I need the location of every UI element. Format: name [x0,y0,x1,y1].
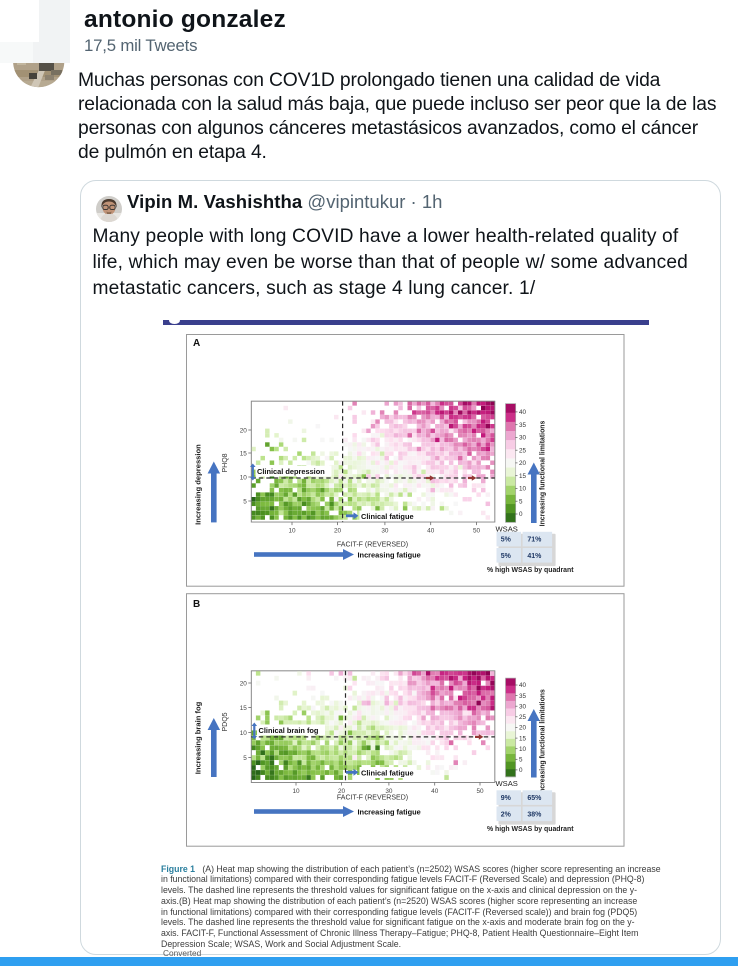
svg-text:5%: 5% [501,537,512,544]
svg-text:WSAS: WSAS [496,779,518,788]
svg-text:10: 10 [519,746,527,753]
svg-text:FACIT-F (REVERSED): FACIT-F (REVERSED) [337,542,408,549]
svg-text:10: 10 [288,528,296,535]
svg-text:WSAS: WSAS [496,525,518,534]
svg-text:Increasing functional limitati: Increasing functional limitations [540,689,547,795]
svg-text:PHQ8: PHQ8 [222,453,229,472]
svg-text:20: 20 [240,427,248,434]
svg-text:Increasing fatigue: Increasing fatigue [358,551,421,560]
svg-text:FACIT-F (REVERSED): FACIT-F (REVERSED) [337,795,408,802]
svg-text:% high WSAS by quadrant: % high WSAS by quadrant [487,567,574,574]
svg-text:0: 0 [519,511,523,518]
svg-text:30: 30 [385,788,393,795]
svg-text:2%: 2% [501,811,512,818]
svg-text:25: 25 [519,447,527,454]
svg-text:5: 5 [519,498,523,505]
svg-text:10: 10 [519,486,527,493]
svg-text:9%: 9% [501,795,512,802]
svg-text:5%: 5% [501,553,512,560]
svg-text:35: 35 [519,693,527,700]
svg-text:65%: 65% [527,795,542,802]
svg-text:20: 20 [240,680,248,687]
svg-text:20: 20 [334,528,342,535]
svg-text:20: 20 [338,788,346,795]
svg-text:5: 5 [519,757,523,764]
svg-text:15: 15 [240,705,248,712]
svg-text:Increasing brain fog: Increasing brain fog [194,701,203,774]
svg-text:15: 15 [519,473,527,480]
svg-text:40: 40 [519,409,527,416]
svg-text:41%: 41% [527,553,542,560]
svg-text:PDQ5: PDQ5 [222,712,229,731]
svg-text:B: B [193,599,200,610]
svg-text:50: 50 [473,528,481,535]
svg-text:35: 35 [519,422,527,429]
svg-text:A: A [193,338,200,349]
svg-text:30: 30 [519,703,527,710]
svg-text:Clinical depression: Clinical depression [257,467,325,476]
svg-text:Clinical brain fog: Clinical brain fog [259,726,319,735]
svg-text:40: 40 [431,788,439,795]
svg-text:30: 30 [519,435,527,442]
svg-text:Increasing fatigue: Increasing fatigue [358,808,421,817]
svg-text:5: 5 [243,755,247,762]
svg-text:40: 40 [427,528,435,535]
svg-text:40: 40 [519,682,527,689]
svg-text:20: 20 [519,725,527,732]
svg-text:% high WSAS by quadrant: % high WSAS by quadrant [487,826,574,833]
svg-text:50: 50 [476,788,484,795]
svg-text:25: 25 [519,714,527,721]
svg-text:38%: 38% [527,811,542,818]
svg-text:15: 15 [240,450,248,457]
svg-text:30: 30 [381,528,389,535]
svg-text:10: 10 [292,788,300,795]
svg-text:Increasing functional limitati: Increasing functional limitations [540,420,547,526]
svg-text:10: 10 [240,730,248,737]
svg-text:10: 10 [240,474,248,481]
svg-text:71%: 71% [527,537,542,544]
svg-text:5: 5 [243,498,247,505]
svg-text:Clinical fatigue: Clinical fatigue [361,769,414,778]
svg-text:0: 0 [519,767,523,774]
svg-text:15: 15 [519,735,527,742]
svg-text:Clinical fatigue: Clinical fatigue [361,512,414,521]
svg-text:20: 20 [519,460,527,467]
svg-text:Increasing depression: Increasing depression [194,444,203,525]
